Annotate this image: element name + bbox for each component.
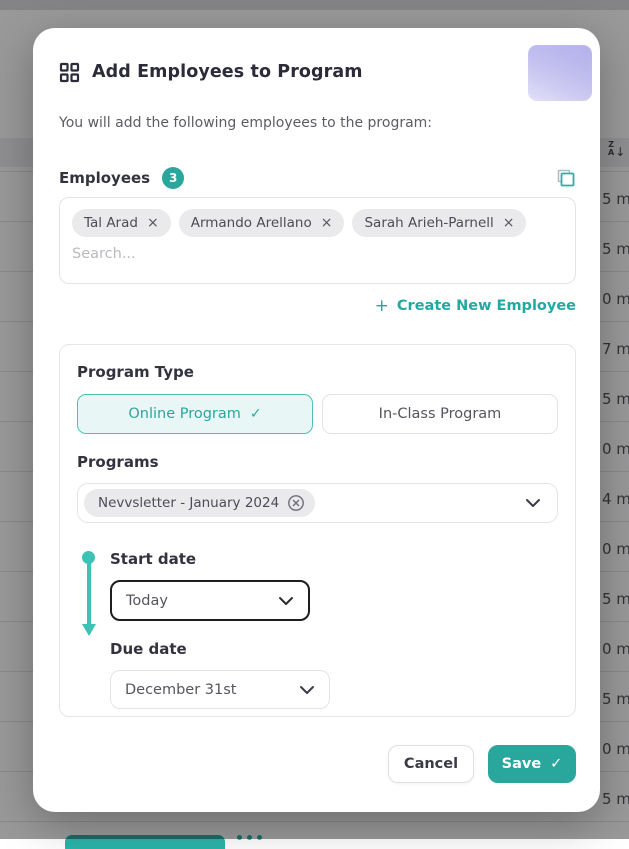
table-row-time: 5 m	[602, 590, 629, 608]
copy-icon[interactable]	[556, 168, 576, 188]
table-row-time: 7 m	[602, 340, 629, 358]
program-type-label: Program Type	[77, 363, 194, 381]
table-row-time: 5 m	[602, 790, 629, 808]
program-settings-card: Program Type Online Program ✓ In-Class P…	[59, 344, 576, 717]
table-row-time: 5 m	[602, 690, 629, 708]
remove-employee-button[interactable]: ×	[320, 215, 333, 231]
online-program-button[interactable]: Online Program ✓	[77, 394, 313, 434]
remove-employee-button[interactable]: ×	[502, 215, 515, 231]
dashboard-icon	[59, 62, 80, 82]
plus-icon: +	[374, 296, 389, 316]
table-row-time: 0 m	[602, 740, 629, 758]
background-dots	[237, 835, 262, 840]
create-new-employee-button[interactable]: + Create New Employee	[374, 296, 576, 316]
check-icon: ✓	[249, 406, 262, 422]
table-row-time: 0 m	[602, 540, 629, 558]
table-row-time: 5 m	[602, 190, 629, 208]
employees-multiselect: Tal Arad × Armando Arellano × Sarah Arie…	[59, 197, 576, 284]
timeline-line	[86, 562, 91, 624]
due-date-select[interactable]: December 31st	[110, 670, 330, 709]
employee-chip-label: Armando Arellano	[190, 215, 312, 231]
avatar	[528, 45, 592, 101]
employee-chip: Sarah Arieh-Parnell ×	[352, 209, 527, 237]
employee-chip-label: Sarah Arieh-Parnell	[364, 215, 494, 231]
employee-chip-label: Tal Arad	[84, 215, 138, 231]
chevron-down-icon	[279, 596, 293, 605]
table-row-time: 5 m	[602, 240, 629, 258]
programs-label: Programs	[77, 453, 159, 471]
clear-program-icon[interactable]	[287, 494, 305, 512]
chevron-down-icon	[526, 499, 540, 507]
start-date-label: Start date	[110, 550, 197, 568]
search-input[interactable]	[72, 246, 563, 262]
employees-count-badge: 3	[162, 167, 185, 189]
table-row-time: 4 m	[602, 490, 629, 508]
table-row-time: 0 m	[602, 440, 629, 458]
background-topbar	[0, 0, 629, 10]
table-row-time: 5 m	[602, 390, 629, 408]
check-icon: ✓	[550, 756, 563, 772]
employee-chip: Armando Arellano ×	[178, 209, 345, 237]
remove-employee-button[interactable]: ×	[146, 215, 159, 231]
modal-title: Add Employees to Program	[92, 62, 363, 82]
cancel-button[interactable]: Cancel	[388, 745, 474, 783]
timeline-dot-icon	[82, 551, 95, 564]
chevron-down-icon	[300, 685, 314, 694]
modal-subtitle: You will add the following employees to …	[59, 115, 433, 131]
timeline-arrow-icon	[81, 624, 96, 636]
employee-chip: Tal Arad ×	[72, 209, 171, 237]
table-row-time: 0 m	[602, 290, 629, 308]
start-date-select[interactable]: Today	[110, 580, 310, 621]
programs-select[interactable]: Nevvsletter - January 2024	[77, 483, 558, 523]
employees-label: Employees	[59, 169, 151, 187]
modal-header: Add Employees to Program	[59, 60, 576, 84]
due-date-label: Due date	[110, 640, 187, 658]
add-employees-modal: Add Employees to Program You will add th…	[33, 28, 600, 812]
selected-program-chip: Nevvsletter - January 2024	[84, 489, 316, 517]
table-row-time: 0 m	[602, 640, 629, 658]
save-button[interactable]: Save ✓	[488, 745, 576, 783]
in-class-program-button[interactable]: In-Class Program	[322, 394, 558, 434]
